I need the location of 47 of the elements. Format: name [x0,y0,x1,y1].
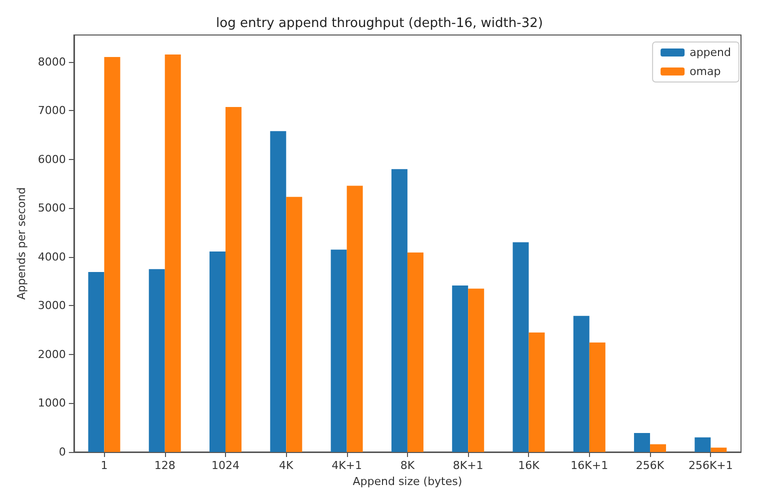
legend-label: append [690,46,732,59]
x-tick-label: 4K [279,459,294,472]
bar [286,196,302,452]
bar [88,272,104,452]
x-tick-label: 1024 [212,459,240,472]
y-tick-label: 1000 [38,396,66,410]
x-axis-title: Append size (bytes) [352,475,462,488]
y-tick-label: 4000 [38,250,66,264]
bar [391,169,408,452]
x-tick-label: 256K+1 [688,459,733,472]
x-tick-label: 256K [636,459,665,472]
x-tick-label: 16K [518,459,540,472]
bar [164,54,181,452]
x-tick-label: 128 [154,459,176,472]
y-tick-label: 5000 [38,202,66,215]
bar [634,432,650,452]
bar [710,448,727,452]
bar [589,342,606,452]
y-tick-label: 7000 [38,104,66,118]
bar [104,56,120,452]
bar [573,316,590,452]
x-tick-label: 1 [100,459,108,472]
x-tick-label: 8K [400,459,416,472]
bar [270,131,286,452]
bar [148,269,165,452]
x-tick-label: 4K+1 [332,459,362,472]
bar [528,332,545,452]
bar [650,444,666,452]
y-tick-label: 8000 [38,55,66,68]
y-tick-label: 6000 [38,152,66,166]
bar [407,252,424,452]
bar [210,252,226,452]
x-tick-label: 16K+1 [570,459,608,472]
bar [226,106,242,452]
bar [468,288,484,452]
x-tick-label: 8K+1 [452,459,484,472]
y-axis-title: Appends per second [15,187,28,300]
y-tick-label: 2000 [38,348,66,361]
bar [452,285,468,452]
legend-label: omap [690,65,721,78]
chart-title: log entry append throughput (depth-16, width-32) [216,16,543,31]
bar [694,437,711,452]
y-tick-label: 3000 [38,299,66,312]
y-tick-label: 0 [58,446,66,458]
bar [330,250,347,452]
bar [512,242,529,452]
bar [346,186,363,452]
